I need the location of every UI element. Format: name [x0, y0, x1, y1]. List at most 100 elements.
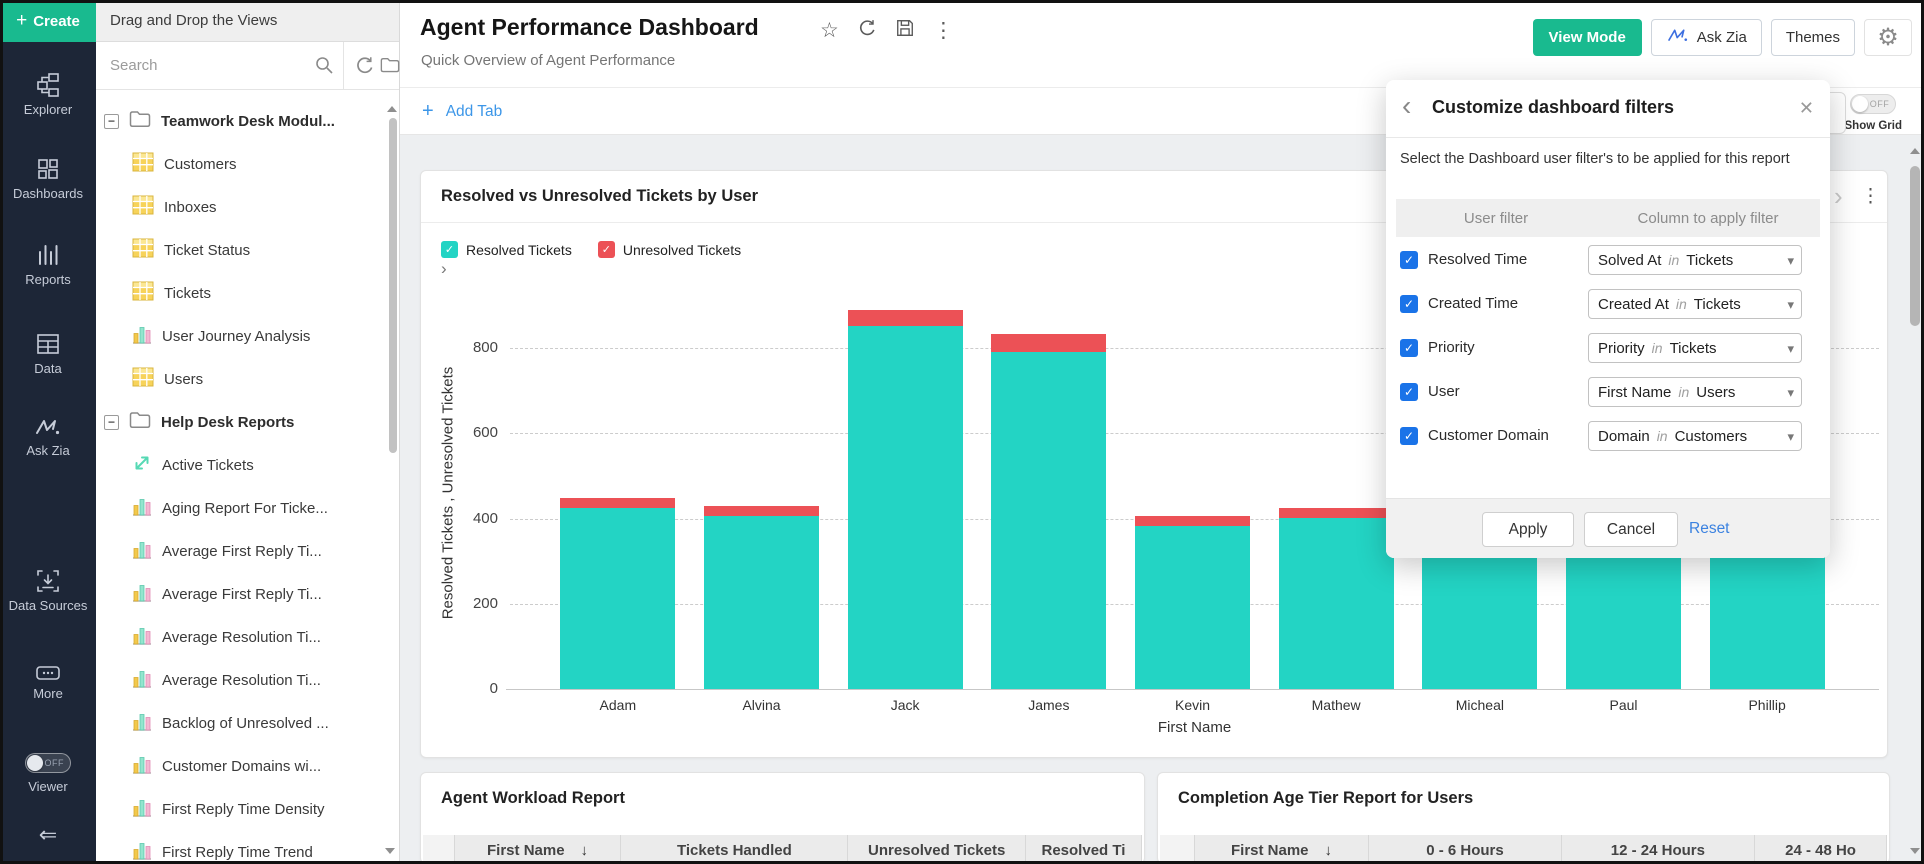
- column-header[interactable]: 0 - 6 Hours: [1369, 835, 1562, 863]
- tree-item[interactable]: First Reply Time Trend: [96, 838, 399, 864]
- scroll-up-icon[interactable]: [387, 106, 397, 112]
- show-grid-toggle[interactable]: OFF: [1850, 94, 1897, 114]
- filter-checkbox[interactable]: ✓: [1400, 427, 1418, 445]
- tree-folder[interactable]: − Teamwork Desk Modul...: [96, 107, 399, 135]
- settings-gear-button[interactable]: ⚙: [1864, 19, 1912, 56]
- bar-segment-resolved[interactable]: [704, 515, 819, 689]
- filter-checkbox[interactable]: ✓: [1400, 383, 1418, 401]
- column-header[interactable]: First Name ↓: [1194, 835, 1370, 863]
- search-input[interactable]: [96, 42, 344, 89]
- axis-chevron-icon[interactable]: ›: [441, 259, 447, 278]
- bar-segment-resolved[interactable]: [1278, 517, 1394, 689]
- themes-button[interactable]: Themes: [1770, 19, 1855, 56]
- filter-checkbox[interactable]: ✓: [1400, 339, 1418, 357]
- favorite-star-icon[interactable]: ☆: [820, 18, 839, 42]
- bar-segment-resolved[interactable]: [1135, 525, 1250, 689]
- collapse-minus-icon[interactable]: −: [104, 113, 119, 129]
- tree-item[interactable]: Active Tickets: [96, 451, 399, 479]
- stacked-bar[interactable]: [847, 309, 963, 689]
- filter-column-select[interactable]: Priority in Tickets ▾: [1588, 333, 1802, 363]
- apply-button[interactable]: Apply: [1482, 512, 1574, 547]
- tree-item[interactable]: Average Resolution Ti...: [96, 623, 399, 651]
- sidebar-item-data-sources[interactable]: Data Sources: [0, 568, 96, 614]
- tree-folder[interactable]: − Help Desk Reports: [96, 408, 399, 436]
- tree-item[interactable]: Aging Report For Ticke...: [96, 494, 399, 522]
- tree-item[interactable]: Backlog of Unresolved ...: [96, 709, 399, 737]
- tree-item[interactable]: Users: [96, 365, 399, 393]
- tree-item[interactable]: Average First Reply Ti...: [96, 537, 399, 565]
- refresh-icon[interactable]: [857, 18, 877, 42]
- sidebar-item-ask-zia[interactable]: Ask Zia: [0, 417, 96, 459]
- more-options-icon[interactable]: ⋮: [932, 18, 954, 42]
- sidebar-item-dashboards[interactable]: Dashboards: [0, 156, 96, 202]
- stacked-bar[interactable]: [560, 498, 676, 689]
- column-header[interactable]: Tickets Handled: [621, 835, 849, 863]
- ask-zia-button[interactable]: Ask Zia: [1650, 19, 1762, 56]
- scroll-down-icon[interactable]: [1910, 848, 1920, 854]
- sidebar-item-label: Data Sources: [8, 598, 88, 613]
- tree-item[interactable]: User Journey Analysis: [96, 322, 399, 350]
- chevron-right-icon[interactable]: ›: [1834, 181, 1843, 211]
- tree-item[interactable]: Customers: [96, 150, 399, 178]
- bar-segment-resolved[interactable]: [847, 325, 963, 689]
- filter-checkbox[interactable]: ✓: [1400, 251, 1418, 269]
- tree-item[interactable]: Average Resolution Ti...: [96, 666, 399, 694]
- save-icon[interactable]: [895, 18, 915, 42]
- column-header[interactable]: 12 - 24 Hours: [1561, 835, 1756, 863]
- tree-item[interactable]: First Reply Time Density: [96, 795, 399, 823]
- bar-segment-unresolved[interactable]: [560, 498, 676, 508]
- column-header[interactable]: 24 - 48 Ho: [1755, 835, 1887, 863]
- tree-item[interactable]: Ticket Status: [96, 236, 399, 264]
- views-tree-scrollbar[interactable]: [387, 100, 397, 840]
- view-mode-button[interactable]: View Mode: [1532, 19, 1642, 56]
- bar-segment-resolved[interactable]: [991, 351, 1107, 689]
- filter-checkbox[interactable]: ✓: [1400, 295, 1418, 313]
- scroll-up-icon[interactable]: [1910, 148, 1920, 154]
- back-chevron-icon[interactable]: ‹: [1402, 90, 1412, 121]
- legend-item-resolved[interactable]: ✓ Resolved Tickets: [441, 241, 572, 258]
- folder-views-icon[interactable]: [380, 56, 400, 79]
- bar-segment-unresolved[interactable]: [704, 505, 819, 516]
- column-header[interactable]: [1160, 835, 1195, 863]
- stacked-bar[interactable]: [1278, 507, 1394, 689]
- stacked-bar[interactable]: [1135, 515, 1250, 689]
- filter-column-select[interactable]: Solved At in Tickets ▾: [1588, 245, 1802, 275]
- scroll-down-icon[interactable]: [385, 848, 395, 854]
- viewer-toggle[interactable]: OFF: [25, 753, 71, 773]
- sidebar-item-data[interactable]: Data: [0, 331, 96, 377]
- sidebar-item-reports[interactable]: Reports: [0, 242, 96, 288]
- cancel-button[interactable]: Cancel: [1584, 512, 1678, 547]
- widget-menu-icon[interactable]: ⋮: [1861, 186, 1880, 207]
- add-tab-button[interactable]: + Add Tab: [422, 100, 502, 123]
- bar-segment-unresolved[interactable]: [991, 333, 1107, 352]
- collapse-minus-icon[interactable]: −: [104, 414, 119, 430]
- close-icon[interactable]: ✕: [1798, 98, 1814, 118]
- scrollbar-thumb[interactable]: [1910, 166, 1920, 326]
- bar-segment-resolved[interactable]: [560, 507, 676, 689]
- sidebar-item-more[interactable]: More: [0, 664, 96, 702]
- tree-item[interactable]: Inboxes: [96, 193, 399, 221]
- create-button[interactable]: + Create: [0, 0, 96, 42]
- column-header[interactable]: First Name ↓: [454, 835, 622, 863]
- stacked-bar[interactable]: [704, 505, 819, 689]
- sidebar-item-explorer[interactable]: Explorer: [0, 72, 96, 118]
- bar-segment-unresolved[interactable]: [1135, 515, 1250, 526]
- filter-column-select[interactable]: Created At in Tickets ▾: [1588, 289, 1802, 319]
- filter-column-select[interactable]: First Name in Users ▾: [1588, 377, 1802, 407]
- filter-column-select[interactable]: Domain in Customers ▾: [1588, 421, 1802, 451]
- refresh-views-icon[interactable]: [354, 55, 375, 81]
- column-header[interactable]: Unresolved Tickets: [848, 835, 1026, 863]
- bar-segment-unresolved[interactable]: [847, 309, 963, 326]
- reset-link[interactable]: Reset: [1689, 520, 1730, 537]
- column-header[interactable]: [423, 835, 455, 863]
- scrollbar-thumb[interactable]: [389, 118, 397, 453]
- collapse-sidebar-icon[interactable]: ⇐: [38, 822, 58, 847]
- stacked-bar[interactable]: [991, 333, 1107, 689]
- tree-item[interactable]: Average First Reply Ti...: [96, 580, 399, 608]
- tree-item[interactable]: Customer Domains wi...: [96, 752, 399, 780]
- legend-item-unresolved[interactable]: ✓ Unresolved Tickets: [597, 241, 741, 258]
- column-header[interactable]: Resolved Ti: [1025, 835, 1142, 863]
- main-scrollbar[interactable]: [1909, 140, 1921, 858]
- bar-segment-unresolved[interactable]: [1278, 507, 1394, 518]
- tree-item[interactable]: Tickets: [96, 279, 399, 307]
